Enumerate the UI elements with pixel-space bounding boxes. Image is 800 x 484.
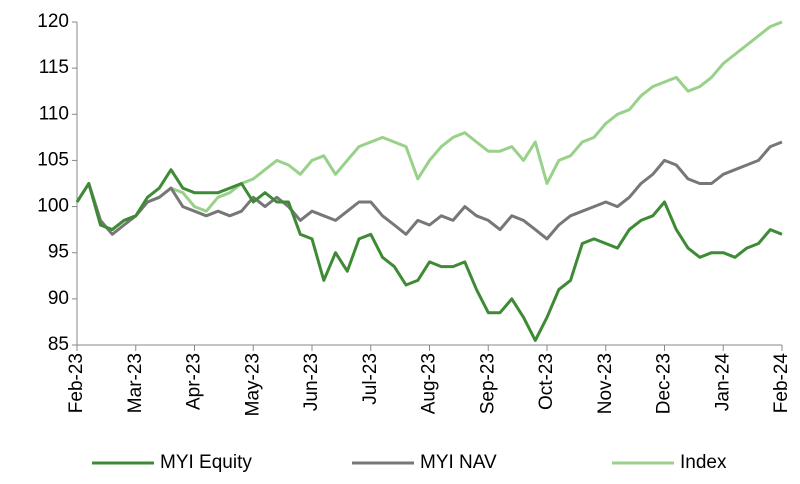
x-tick-label: Aug-23 bbox=[419, 353, 440, 414]
x-tick-label: Jan-24 bbox=[712, 353, 733, 412]
legend-item: MYI NAV bbox=[352, 452, 497, 473]
y-tick-label: 110 bbox=[39, 103, 69, 124]
y-tick-label: 90 bbox=[48, 288, 69, 309]
series-line bbox=[75, 20, 783, 232]
legend-item: Index bbox=[612, 452, 727, 473]
x-tick-label: Jul-23 bbox=[360, 353, 381, 405]
y-tick-label: 95 bbox=[48, 242, 69, 263]
y-tick-label: 100 bbox=[37, 196, 69, 217]
x-tick-label: Mar-23 bbox=[125, 353, 146, 413]
x-tick-label: Apr-23 bbox=[184, 353, 205, 410]
x-tick-label: Sep-23 bbox=[477, 353, 498, 414]
y-tick-label: 105 bbox=[37, 149, 69, 170]
x-tick-label: Oct-23 bbox=[536, 353, 557, 410]
y-tick-label: 85 bbox=[48, 334, 69, 355]
legend-item: MYI Equity bbox=[92, 452, 252, 473]
series-line bbox=[75, 140, 783, 241]
legend-label: MYI NAV bbox=[420, 452, 497, 473]
x-tick-label: Jun-23 bbox=[301, 353, 322, 411]
legend-label: Index bbox=[680, 452, 727, 473]
y-tick-label: 120 bbox=[37, 11, 69, 32]
y-tick-label: 115 bbox=[39, 57, 69, 78]
x-tick-label: May-23 bbox=[242, 353, 263, 416]
x-tick-label: Nov-23 bbox=[595, 353, 616, 414]
x-tick-label: Dec-23 bbox=[654, 353, 675, 414]
x-tick-label: Feb-24 bbox=[771, 353, 792, 414]
x-tick-label: Feb-23 bbox=[66, 353, 87, 413]
series-line bbox=[75, 168, 783, 342]
legend-label: MYI Equity bbox=[160, 452, 252, 473]
